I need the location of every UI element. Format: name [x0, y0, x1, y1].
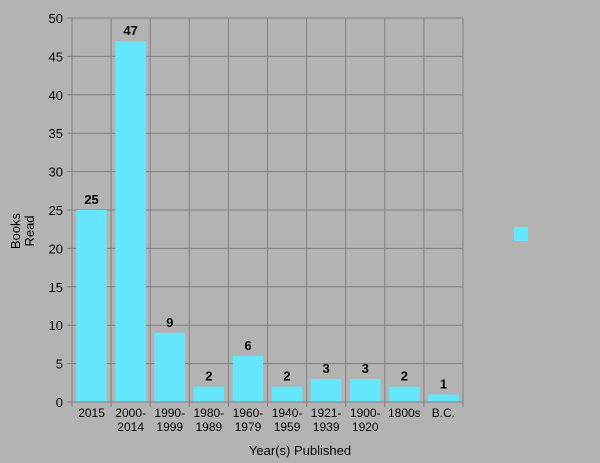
- data-label: 2: [205, 369, 212, 384]
- bar: [428, 394, 459, 402]
- x-tick-labels: 2015 2000-2014 1990-1999 1980-1989 1960-1979…: [78, 406, 455, 434]
- data-label: 47: [123, 23, 137, 38]
- bar: [232, 355, 264, 402]
- data-label: 9: [166, 315, 173, 330]
- bar: [350, 378, 381, 402]
- legend-swatch: [514, 227, 528, 241]
- y-axis-label: BooksRead: [8, 212, 37, 249]
- x-tick-label: B.C.: [432, 406, 455, 420]
- data-label: 2: [401, 369, 408, 384]
- y-tick-label: 50: [49, 11, 63, 26]
- y-tick-label: 0: [56, 395, 63, 410]
- y-tick-label: 45: [49, 49, 63, 64]
- bar: [389, 386, 420, 402]
- x-tick-label: 1800s: [388, 406, 421, 420]
- bar: [76, 210, 107, 402]
- x-tick-label: 2015: [78, 406, 105, 420]
- data-label: 3: [362, 361, 369, 376]
- x-tick-label: 1990-1999: [154, 406, 185, 434]
- y-tick-label: 25: [49, 203, 63, 218]
- bar: [271, 386, 303, 402]
- x-axis-label: Year(s) Published: [249, 443, 351, 458]
- y-tick-label: 5: [56, 357, 63, 372]
- data-labels: 25 47 9 2 6 2 3 3 2 1: [84, 23, 447, 391]
- y-tick-label: 20: [49, 241, 63, 256]
- bars: [76, 41, 459, 402]
- x-tick-label: 1980-1989: [193, 406, 224, 434]
- y-tick-labels: 0 5 10 15 20 25 30 35 40 45 50: [49, 11, 63, 410]
- y-tick-label: 15: [49, 280, 63, 295]
- data-label: 2: [283, 369, 290, 384]
- data-label: 1: [440, 376, 447, 391]
- y-tick-label: 30: [49, 165, 63, 180]
- x-tick-label: 2000-2014: [115, 406, 146, 434]
- y-tick-label: 10: [49, 318, 63, 333]
- x-tick-label: 1921-1939: [311, 406, 342, 434]
- data-label: 6: [244, 338, 251, 353]
- y-tick-label: 40: [49, 88, 63, 103]
- data-label: 25: [84, 192, 98, 207]
- bar: [310, 378, 342, 402]
- bar: [115, 41, 146, 402]
- y-tick-label: 35: [49, 126, 63, 141]
- x-tick-label: 1940-1959: [272, 406, 303, 434]
- x-tick-label: 1900-1920: [350, 406, 381, 434]
- data-label: 3: [323, 361, 330, 376]
- x-tick-label: 1960-1979: [233, 406, 264, 434]
- bar: [193, 386, 225, 402]
- bar: [154, 332, 185, 402]
- axes: [67, 17, 464, 407]
